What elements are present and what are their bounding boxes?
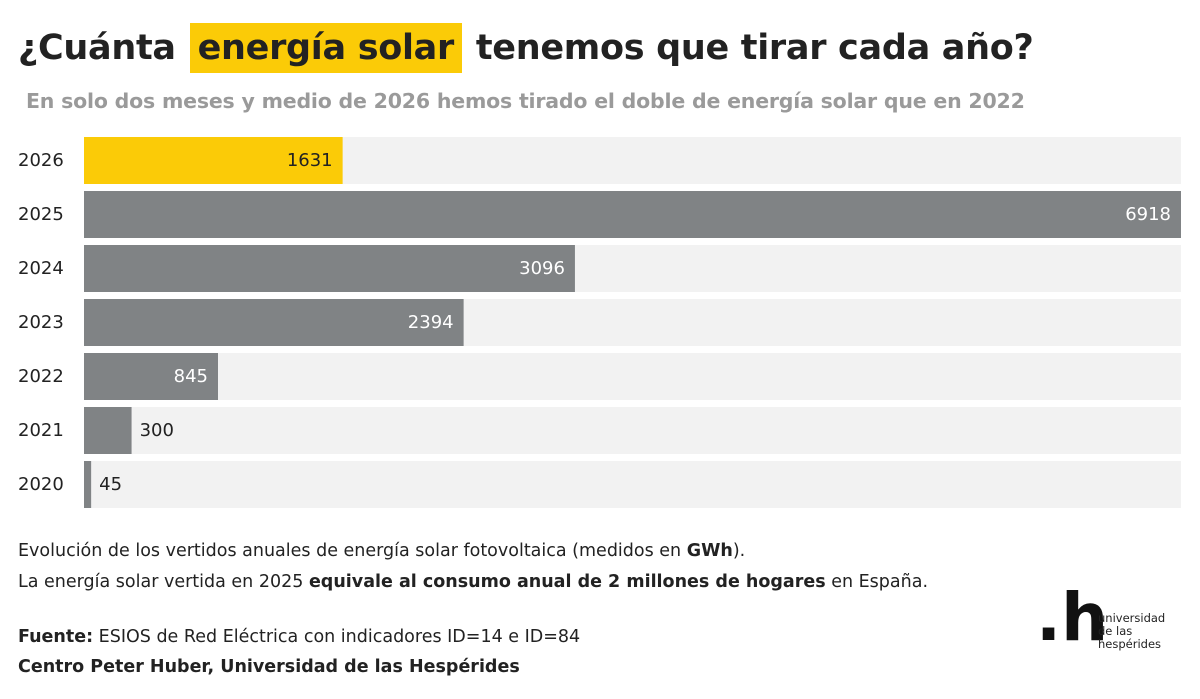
bar-2026	[84, 137, 343, 184]
bar-track-2022	[84, 353, 1181, 400]
caption-line-2-end: en España.	[825, 572, 929, 592]
bar-2025	[84, 191, 1181, 238]
source-block: Fuente: ESIOS de Red Eléctrica con indic…	[18, 622, 580, 682]
logo-line-1: universidad	[1098, 611, 1166, 625]
caption-line-1-start: Evolución de los vertidos anuales de ene…	[18, 541, 687, 561]
value-label-2021: 300	[140, 420, 174, 441]
caption-unit: GWh	[686, 541, 733, 561]
category-label-2021: 2021	[18, 420, 64, 441]
bar-track-2020	[84, 461, 1181, 508]
value-label-2023: 2394	[408, 312, 454, 333]
source-label: Fuente:	[18, 627, 94, 647]
caption-line-2-start: La energía solar vertida en 2025	[18, 572, 309, 592]
title-end: tenemos que tirar cada año?	[475, 28, 1034, 68]
title-start: ¿Cuánta	[18, 28, 176, 68]
bar-2021	[84, 407, 132, 454]
bar-2020	[84, 461, 92, 508]
caption-line-2: La energía solar vertida en 2025 equival…	[18, 567, 928, 598]
university-logo: .h universidad de las hespérides	[1036, 584, 1186, 658]
bar-2022	[84, 353, 218, 400]
caption-highlight: equivale al consumo anual de 2 millones …	[308, 572, 826, 592]
value-label-2020: 45	[99, 474, 122, 495]
value-label-2022: 845	[174, 366, 208, 387]
credit-line: Centro Peter Huber, Universidad de las H…	[18, 652, 580, 682]
chart-caption: Evolución de los vertidos anuales de ene…	[18, 536, 928, 598]
bar-track-2021	[84, 407, 1181, 454]
category-label-2023: 2023	[18, 312, 64, 333]
logo-wordmark: universidad de las hespérides	[1098, 612, 1165, 651]
source-line: Fuente: ESIOS de Red Eléctrica con indic…	[18, 622, 580, 652]
value-label-2026: 1631	[287, 150, 333, 171]
caption-line-1-end: ).	[732, 541, 746, 561]
bar-chart: 2026 1631 2025 6918 2024 3096 2023 2394 2022 845 2…	[18, 137, 1181, 508]
credit-text: Centro Peter Huber, Universidad de las H…	[18, 657, 520, 677]
category-label-2022: 2022	[18, 366, 64, 387]
bar-2023	[84, 299, 464, 346]
value-label-2025: 6918	[1125, 204, 1171, 225]
category-label-2024: 2024	[18, 258, 64, 279]
bar-2024	[84, 245, 575, 292]
logo-mark: .h	[1036, 579, 1109, 656]
logo-line-2: de las	[1098, 624, 1133, 638]
chart-subtitle: En solo dos meses y medio de 2026 hemos …	[26, 89, 1025, 113]
value-label-2024: 3096	[519, 258, 565, 279]
logo-line-3: hespérides	[1098, 637, 1162, 651]
category-label-2026: 2026	[18, 150, 64, 171]
title-highlight: energía solar	[189, 23, 462, 73]
caption-line-1: Evolución de los vertidos anuales de ene…	[18, 536, 928, 567]
source-text: ESIOS de Red Eléctrica con indicadores I…	[93, 627, 581, 647]
category-label-2020: 2020	[18, 474, 64, 495]
category-label-2025: 2025	[18, 204, 64, 225]
chart-title: ¿Cuánta energía solar tenemos que tirar …	[18, 18, 1034, 78]
